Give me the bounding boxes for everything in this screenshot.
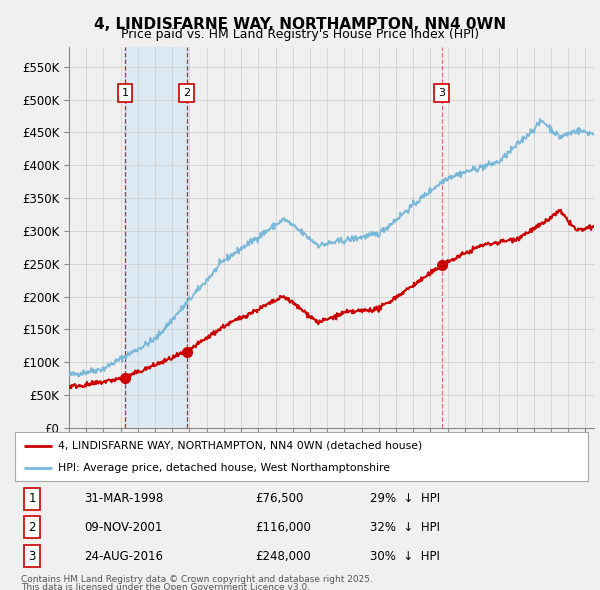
Text: Price paid vs. HM Land Registry's House Price Index (HPI): Price paid vs. HM Land Registry's House … [121,28,479,41]
Text: 24-AUG-2016: 24-AUG-2016 [84,550,163,563]
Text: 30%  ↓  HPI: 30% ↓ HPI [370,550,440,563]
Bar [125,47,187,428]
Text: Contains HM Land Registry data © Crown copyright and database right 2025.: Contains HM Land Registry data © Crown c… [21,575,373,584]
Text: 3: 3 [29,550,36,563]
Text: 2: 2 [184,88,190,98]
Text: £248,000: £248,000 [256,550,311,563]
Text: 4, LINDISFARNE WAY, NORTHAMPTON, NN4 0WN: 4, LINDISFARNE WAY, NORTHAMPTON, NN4 0WN [94,17,506,31]
Text: 31-MAR-1998: 31-MAR-1998 [84,492,163,505]
Text: £116,000: £116,000 [256,521,311,534]
Text: HPI: Average price, detached house, West Northamptonshire: HPI: Average price, detached house, West… [58,463,390,473]
Text: This data is licensed under the Open Government Licence v3.0.: This data is licensed under the Open Gov… [21,583,310,590]
Text: 1: 1 [121,88,128,98]
Text: 4, LINDISFARNE WAY, NORTHAMPTON, NN4 0WN (detached house): 4, LINDISFARNE WAY, NORTHAMPTON, NN4 0WN… [58,441,422,451]
Text: 32%  ↓  HPI: 32% ↓ HPI [370,521,440,534]
Text: £76,500: £76,500 [256,492,304,505]
Text: 3: 3 [438,88,445,98]
Text: 09-NOV-2001: 09-NOV-2001 [84,521,162,534]
Text: 29%  ↓  HPI: 29% ↓ HPI [370,492,440,505]
Text: 1: 1 [28,492,36,505]
Text: 2: 2 [28,521,36,534]
